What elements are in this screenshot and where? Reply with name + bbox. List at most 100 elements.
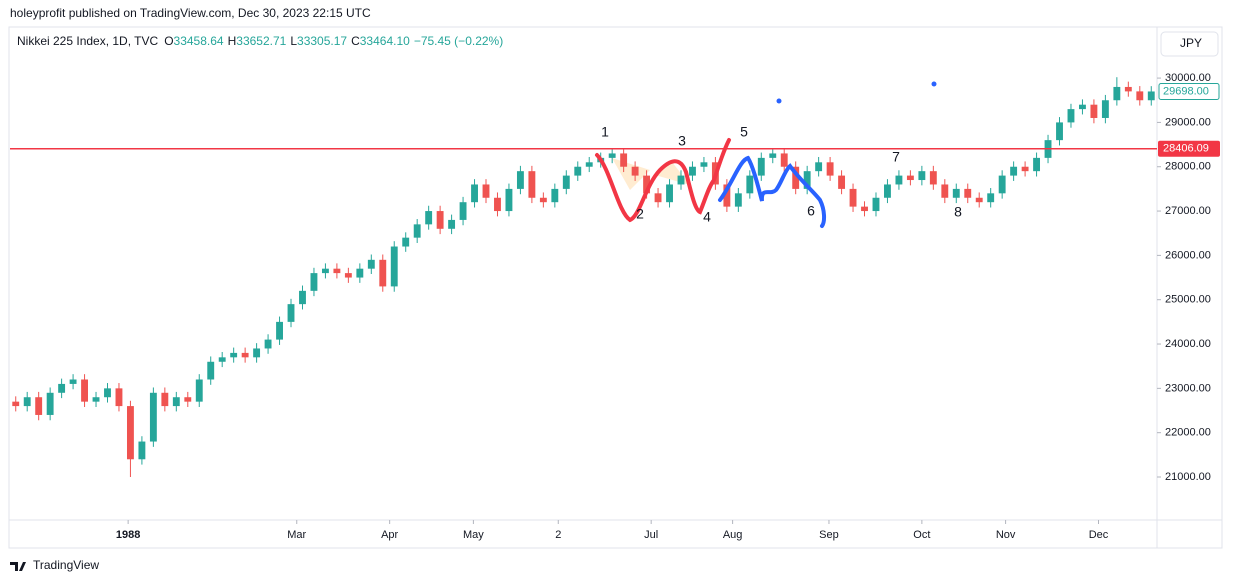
legend-change: −75.45 (−0.22%)	[414, 34, 503, 48]
wave-label: 4	[703, 209, 711, 225]
wave-label: 6	[807, 203, 815, 219]
candle-body	[287, 304, 295, 322]
candle-body	[367, 259, 375, 269]
candle-body	[402, 237, 410, 247]
wave-label: 7	[892, 149, 900, 165]
candle-body	[838, 175, 846, 189]
candle-body	[172, 397, 180, 407]
candle-body	[126, 406, 134, 460]
candle-body	[58, 383, 66, 393]
blue-drawing	[718, 155, 827, 228]
candle-body	[574, 166, 582, 176]
candle-body	[310, 273, 318, 291]
candle-body	[1090, 104, 1098, 118]
candle-body	[333, 268, 341, 274]
x-tick-label: 1988	[116, 529, 140, 541]
candle-body	[585, 162, 593, 167]
candle-body	[734, 193, 742, 207]
currency[interactable]: JPY	[1180, 36, 1202, 50]
x-tick-label: Mar	[287, 529, 306, 541]
candle-body	[184, 397, 192, 402]
candle-body	[1147, 91, 1155, 101]
legend-label: L	[290, 34, 297, 48]
currency-button[interactable]	[1160, 31, 1219, 57]
y-tick-label: 21000.00	[1165, 471, 1211, 483]
candle-body	[321, 268, 329, 274]
candle-body	[161, 392, 169, 407]
candle-body	[276, 321, 283, 340]
candle-body	[895, 175, 903, 185]
last-price-tag	[1158, 82, 1220, 100]
candle-body	[929, 171, 937, 185]
wave-label: 2	[636, 206, 644, 222]
candle-body	[253, 348, 261, 358]
legend-label: O	[164, 34, 173, 48]
candle-body	[689, 166, 696, 176]
x-tick-label: Aug	[723, 529, 743, 541]
legend-label: C	[351, 34, 360, 48]
y-tick-label: 30000.00	[1165, 72, 1211, 84]
candle-body	[413, 224, 421, 238]
candle-body	[1113, 86, 1121, 101]
legend-value: 33464.10	[360, 34, 410, 48]
x-tick-label: Jul	[644, 529, 658, 541]
candle-body	[987, 193, 995, 203]
candle-body	[1124, 86, 1132, 92]
candle-body	[666, 184, 673, 203]
legend-label: H	[228, 34, 237, 48]
candle-body	[115, 388, 123, 407]
publisher: holeyprofit published on TradingView.com…	[10, 6, 371, 20]
candle-body	[69, 379, 77, 384]
candle-body	[918, 171, 926, 181]
highlight-shading	[612, 158, 690, 190]
legend-value: 33652.71	[236, 34, 286, 48]
candle-body	[195, 379, 203, 402]
x-tick-label: Dec	[1089, 529, 1109, 541]
legend-value: 33458.64	[174, 34, 224, 48]
candle-body	[46, 392, 54, 415]
candle-body	[1021, 166, 1029, 172]
candle-body	[218, 357, 226, 362]
candle-body	[1136, 91, 1144, 101]
candle-body	[631, 166, 639, 176]
y-tick-label: 26000.00	[1165, 249, 1211, 261]
candle-body	[998, 175, 1006, 194]
candle-body	[230, 352, 238, 358]
y-tick-label: 25000.00	[1165, 294, 1211, 306]
candle-body	[677, 175, 685, 185]
candle-body	[620, 153, 628, 167]
candle-body	[826, 162, 834, 176]
candle-body	[459, 202, 467, 220]
y-tick-label: 24000.00	[1165, 338, 1211, 350]
wave-label: 1	[601, 124, 609, 140]
candle-body	[425, 211, 433, 225]
footer-brand: TradingView	[33, 558, 99, 572]
dot	[931, 81, 937, 87]
candle-body	[241, 352, 249, 358]
candle-body	[941, 184, 949, 198]
candle-body	[207, 361, 215, 380]
y-tick-label: 28000.00	[1165, 161, 1211, 173]
candle-body	[448, 219, 456, 229]
y-tick-label: 27000.00	[1165, 205, 1211, 217]
candle-body	[746, 175, 754, 194]
candle-body	[516, 171, 524, 189]
candle-body	[1079, 104, 1086, 110]
candle-body	[104, 388, 111, 398]
hline-price-tag	[1158, 140, 1220, 157]
candle-body	[608, 153, 616, 158]
y-tick-label: 29000.00	[1165, 116, 1211, 128]
candle-body	[344, 273, 352, 278]
candle-body	[769, 153, 777, 158]
candle-body	[975, 197, 983, 203]
candle-body	[1101, 100, 1109, 118]
candle-body	[792, 166, 800, 189]
hline-price-label: 28406.09	[1163, 143, 1209, 155]
candle-body	[643, 175, 651, 194]
candle-body	[390, 246, 398, 287]
red-drawing	[595, 138, 731, 223]
candle-body	[149, 392, 157, 442]
legend: Nikkei 225 Index, 1D, TVC O 33458.64 H 3365…	[17, 34, 503, 48]
candle-body	[379, 259, 387, 287]
candle-body	[757, 157, 765, 176]
